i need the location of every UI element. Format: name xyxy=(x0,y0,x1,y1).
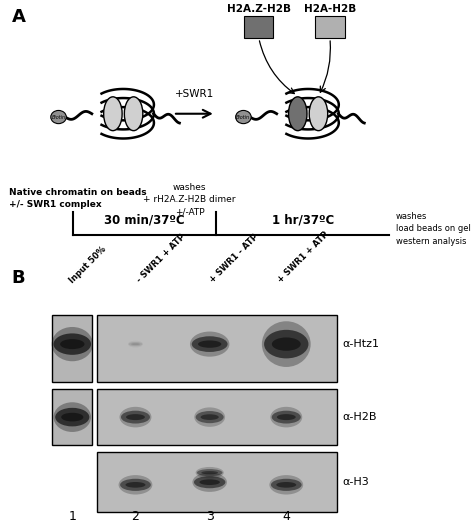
Ellipse shape xyxy=(51,111,66,124)
Ellipse shape xyxy=(271,479,301,491)
Ellipse shape xyxy=(276,482,296,488)
Ellipse shape xyxy=(194,407,225,427)
Ellipse shape xyxy=(54,402,91,432)
Text: Biotin: Biotin xyxy=(237,115,250,120)
Ellipse shape xyxy=(131,343,140,345)
Ellipse shape xyxy=(309,97,328,131)
Bar xyxy=(244,16,273,38)
Ellipse shape xyxy=(262,321,310,367)
Ellipse shape xyxy=(192,472,227,492)
Text: B: B xyxy=(12,269,26,287)
Text: washes
+ rH2A.Z-H2B dimer
+/-ATP: washes + rH2A.Z-H2B dimer +/-ATP xyxy=(143,183,236,216)
Ellipse shape xyxy=(272,338,301,351)
Ellipse shape xyxy=(121,411,150,424)
Ellipse shape xyxy=(196,467,224,478)
Text: Biotin: Biotin xyxy=(52,115,65,120)
Ellipse shape xyxy=(124,97,143,131)
Ellipse shape xyxy=(236,111,251,124)
Ellipse shape xyxy=(190,332,229,357)
Text: 1 hr/37ºC: 1 hr/37ºC xyxy=(272,213,335,226)
Ellipse shape xyxy=(55,408,90,426)
Ellipse shape xyxy=(52,327,93,361)
Ellipse shape xyxy=(197,469,222,476)
Ellipse shape xyxy=(118,475,152,495)
Text: α-Htz1: α-Htz1 xyxy=(342,339,379,349)
Ellipse shape xyxy=(270,407,302,427)
Text: 2: 2 xyxy=(131,509,139,523)
Ellipse shape xyxy=(54,333,91,355)
Text: + SWR1 + ATP: + SWR1 + ATP xyxy=(276,230,330,285)
Ellipse shape xyxy=(289,97,307,131)
Bar xyxy=(52,389,92,445)
Bar xyxy=(97,452,337,512)
Text: 3: 3 xyxy=(206,509,214,523)
Ellipse shape xyxy=(60,339,84,349)
Ellipse shape xyxy=(201,471,218,475)
Bar xyxy=(97,389,337,445)
Ellipse shape xyxy=(119,407,151,427)
Ellipse shape xyxy=(201,414,219,420)
Ellipse shape xyxy=(196,411,224,423)
Text: α-H3: α-H3 xyxy=(342,477,369,487)
Text: H2A.Z-H2B: H2A.Z-H2B xyxy=(227,4,291,14)
Ellipse shape xyxy=(200,479,220,485)
Text: H2A-H2B: H2A-H2B xyxy=(304,4,356,14)
Ellipse shape xyxy=(272,411,301,424)
Bar xyxy=(52,315,92,382)
Ellipse shape xyxy=(192,336,228,352)
Ellipse shape xyxy=(61,413,83,422)
Ellipse shape xyxy=(126,414,145,420)
Bar xyxy=(315,16,345,38)
Ellipse shape xyxy=(194,476,225,488)
Text: 30 min/37ºC: 30 min/37ºC xyxy=(104,213,185,226)
Text: washes
load beads on gel
western analysis: washes load beads on gel western analysi… xyxy=(396,212,471,245)
Ellipse shape xyxy=(120,479,151,491)
Text: +SWR1: +SWR1 xyxy=(175,89,214,99)
Ellipse shape xyxy=(264,330,309,359)
Bar xyxy=(97,315,337,382)
Text: Input 50%: Input 50% xyxy=(67,244,108,285)
Ellipse shape xyxy=(269,475,303,495)
Ellipse shape xyxy=(126,482,146,488)
Text: A: A xyxy=(12,8,26,26)
Text: 4: 4 xyxy=(283,509,290,523)
Ellipse shape xyxy=(128,342,142,346)
Ellipse shape xyxy=(277,414,296,420)
Text: Native chromatin on beads
+/- SWR1 complex: Native chromatin on beads +/- SWR1 compl… xyxy=(9,188,146,209)
Text: + SWR1 - ATP: + SWR1 - ATP xyxy=(208,232,260,285)
Ellipse shape xyxy=(198,341,221,348)
Text: 1: 1 xyxy=(68,509,76,523)
Ellipse shape xyxy=(104,97,122,131)
Text: - SWR1 + ATP: - SWR1 + ATP xyxy=(135,232,187,285)
Text: α-H2B: α-H2B xyxy=(342,412,377,422)
